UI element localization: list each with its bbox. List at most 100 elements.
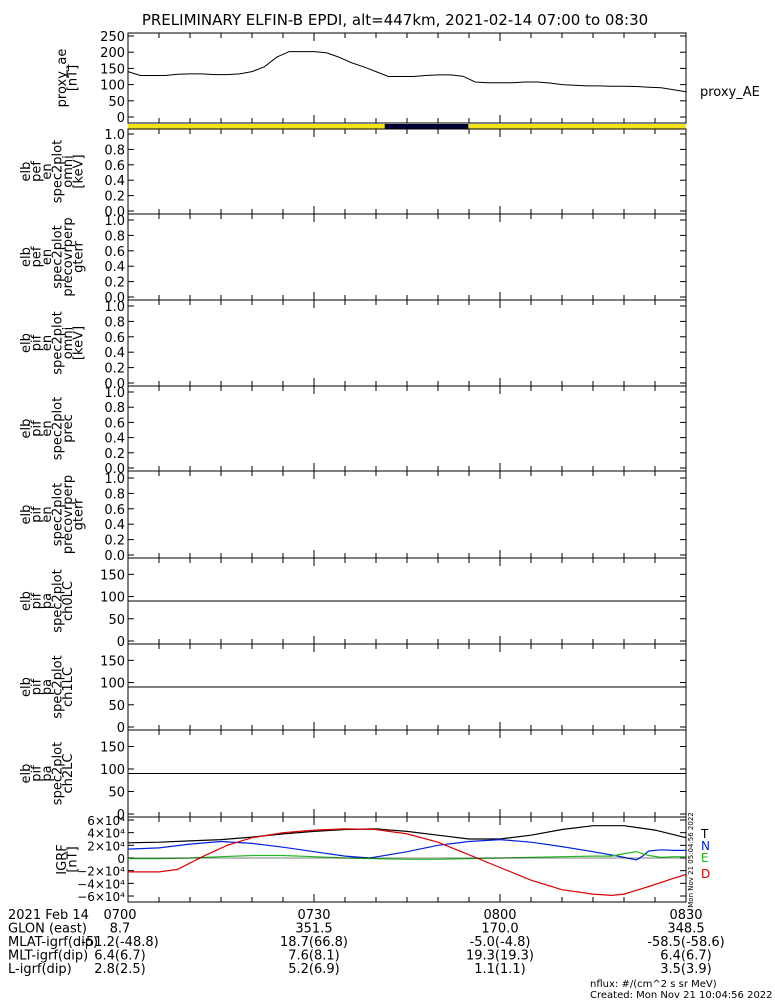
y-tick-label: 0.2 bbox=[104, 190, 125, 205]
footer-row-value: 6.4(6.7) bbox=[660, 949, 712, 964]
y-axis-label-line: en bbox=[40, 506, 55, 522]
y-axis-label-line: spec2plot bbox=[51, 140, 66, 203]
y-tick-label: 6×10⁴ bbox=[87, 814, 125, 828]
y-axis-label-line: elb bbox=[19, 505, 34, 525]
y-axis-label-line: pa bbox=[40, 679, 55, 695]
panel-frame bbox=[127, 470, 687, 559]
igrf-line-T bbox=[127, 825, 687, 844]
footer-row-value: -58.5(-58.6) bbox=[647, 935, 724, 950]
proxy-ae-series: proxy_AE bbox=[127, 51, 760, 100]
y-axis-label-line: pa bbox=[40, 593, 55, 609]
footer-row-value: 0700 bbox=[103, 908, 136, 923]
y-tick-label: 0 bbox=[117, 808, 125, 823]
footer-row-value: 5.2(6.9) bbox=[288, 962, 340, 977]
y-tick-label: 100 bbox=[100, 79, 125, 94]
y-axis-label-line: spec2plot bbox=[51, 742, 66, 805]
y-axis-label-line: omni bbox=[61, 155, 76, 187]
footer-row-label: GLON (east) bbox=[8, 922, 87, 937]
y-tick-label: 150 bbox=[100, 568, 125, 583]
footer-row-value: 18.7(66.8) bbox=[280, 935, 348, 950]
y-axis-label-line: pef bbox=[30, 161, 45, 182]
y-axis-label-line: en bbox=[40, 420, 55, 436]
y-axis-label-line: ch0LC bbox=[61, 581, 76, 621]
y-tick-label: 0.8 bbox=[104, 487, 125, 502]
igrf-legend-T: T bbox=[700, 827, 709, 841]
panel-stack: 050100150200250proxy_ae[nT]0.00.20.40.60… bbox=[19, 30, 760, 908]
y-axis-label-line: prec bbox=[61, 414, 76, 442]
y-tick-label: 0.8 bbox=[104, 401, 125, 416]
y-axis-label-line: elb bbox=[19, 591, 34, 611]
y-axis-label-line: elb bbox=[19, 247, 34, 267]
y-tick-label: 0.4 bbox=[104, 260, 125, 275]
y-tick-label: −6×10⁴ bbox=[77, 890, 125, 904]
footer-row-label: L-igrf(dip) bbox=[8, 962, 72, 977]
y-axis-label-line: pif bbox=[30, 420, 45, 437]
y-tick-label: 0.4 bbox=[104, 346, 125, 361]
y-axis-label-line: elb bbox=[19, 162, 34, 182]
panel-pif_perp: 0.00.20.40.60.81.0 elbpifenspec2plotpreco… bbox=[19, 470, 687, 564]
footer-row-value: 19.3(19.3) bbox=[466, 949, 534, 964]
footer-row-value: 1.1(1.1) bbox=[474, 962, 526, 977]
y-tick-label: 200 bbox=[100, 46, 125, 61]
y-axis-label-line: IGRF bbox=[55, 844, 70, 874]
y-tick-label: 50 bbox=[108, 95, 125, 110]
y-axis-label-line: elb bbox=[19, 677, 34, 697]
y-tick-label: 1.0 bbox=[104, 128, 125, 143]
igrf-line-E bbox=[128, 851, 686, 860]
y-axis-label-line: gterr bbox=[72, 240, 87, 272]
orbit-footer: 2021 Feb 14 0700 0730 0800 0830 GLON (east) 8.… bbox=[8, 908, 773, 1000]
y-tick-label: 1.0 bbox=[104, 300, 125, 315]
footer-row-label: MLT-igrf(dip) bbox=[8, 949, 88, 964]
y-axis-label-line: precovrperp bbox=[61, 475, 76, 554]
status-bar-segment-2 bbox=[468, 124, 686, 129]
y-axis-label-line: pif bbox=[30, 592, 45, 609]
y-tick-label: 0.4 bbox=[104, 432, 125, 447]
y-axis-label-line: pif bbox=[30, 765, 45, 782]
footer-row-value: 8.7 bbox=[110, 922, 131, 937]
y-tick-label: 0.2 bbox=[104, 447, 125, 462]
y-tick-label: 150 bbox=[100, 741, 125, 756]
y-tick-label: 0.0 bbox=[104, 462, 125, 477]
igrf-legend-N: N bbox=[701, 839, 710, 853]
flux-units-note: nflux: #/(cm^2 s sr MeV) bbox=[590, 979, 717, 990]
y-tick-label: −2×10⁴ bbox=[77, 865, 125, 879]
y-axis-label-line: precovrperp bbox=[61, 217, 76, 296]
y-tick-label: 1.0 bbox=[104, 472, 125, 487]
y-tick-label: 2×10⁴ bbox=[87, 839, 125, 853]
footer-row-value: 2.8(2.5) bbox=[94, 962, 146, 977]
y-tick-label: 0 bbox=[117, 111, 125, 126]
y-tick-label: 0.0 bbox=[104, 291, 125, 306]
panel-frame bbox=[127, 128, 687, 215]
y-axis-label-line: elb bbox=[19, 419, 34, 439]
y-axis-label-line: spec2plot bbox=[51, 311, 66, 374]
y-tick-label: 0 bbox=[117, 635, 125, 650]
y-tick-label: 0 bbox=[117, 721, 125, 736]
y-tick-label: −4×10⁴ bbox=[77, 877, 125, 891]
y-tick-label: 0.2 bbox=[104, 276, 125, 291]
y-tick-label: 0.0 bbox=[104, 549, 125, 564]
y-tick-label: 50 bbox=[108, 786, 125, 801]
y-tick-label: 150 bbox=[100, 654, 125, 669]
y-tick-label: 0.6 bbox=[104, 245, 125, 260]
y-axis-label-line: spec2plot bbox=[51, 225, 66, 288]
y-tick-label: 0 bbox=[117, 852, 125, 866]
y-tick-label: 100 bbox=[100, 591, 125, 606]
panel-pef_omni: 0.00.20.40.60.81.0 elbpefenspec2plotomni[… bbox=[19, 128, 687, 220]
igrf-line-N bbox=[127, 838, 686, 861]
y-tick-label: 0.8 bbox=[104, 229, 125, 244]
panel-frame bbox=[127, 32, 687, 124]
footer-row-value: 0830 bbox=[669, 908, 702, 923]
footer-row-value: 351.5 bbox=[295, 922, 332, 937]
panel-fgm_bar bbox=[128, 124, 686, 129]
panel-frame bbox=[127, 385, 687, 472]
footer-row-label: 2021 Feb 14 bbox=[8, 908, 89, 923]
y-tick-label: 100 bbox=[100, 677, 125, 692]
created-side-stamp: Mon Nov 21 05:04:56 2022 bbox=[687, 812, 695, 907]
y-tick-label: 0.0 bbox=[104, 377, 125, 392]
